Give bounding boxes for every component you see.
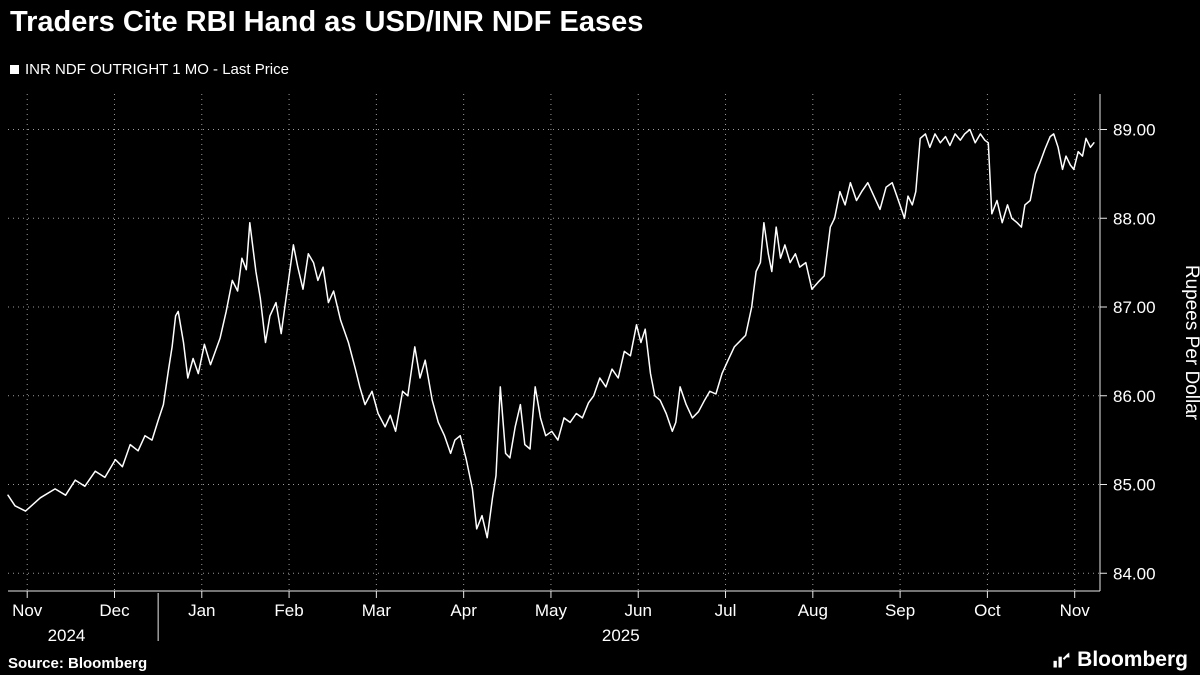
x-tick-label: Nov (12, 601, 43, 620)
legend: INR NDF OUTRIGHT 1 MO - Last Price (10, 61, 289, 78)
y-tick-label: 88.00 (1113, 209, 1156, 228)
bloomberg-wordmark: Bloomberg (1051, 648, 1188, 672)
x-tick-label: Mar (362, 601, 392, 620)
x-tick-label: Dec (99, 601, 130, 620)
x-tick-label: Sep (885, 601, 915, 620)
y-tick-label: 86.00 (1113, 387, 1156, 406)
price-line (7, 128, 1095, 539)
x-tick-label: Oct (974, 601, 1001, 620)
y-axis-title: Rupees Per Dollar (1181, 265, 1200, 421)
year-label: 2024 (48, 626, 86, 645)
year-label: 2025 (602, 626, 640, 645)
y-tick-label: 84.00 (1113, 564, 1156, 583)
x-tick-label: Aug (798, 601, 828, 620)
x-tick-label: Jul (715, 601, 737, 620)
bloomberg-brand-text: Bloomberg (1077, 648, 1188, 671)
legend-label: INR NDF OUTRIGHT 1 MO - Last Price (25, 61, 289, 78)
legend-swatch-icon (10, 65, 19, 74)
x-tick-label: Jun (625, 601, 652, 620)
x-tick-label: Apr (450, 601, 477, 620)
x-tick-label: Jan (188, 601, 215, 620)
y-tick-label: 89.00 (1113, 121, 1156, 140)
x-tick-label: Feb (274, 601, 303, 620)
chart-title: Traders Cite RBI Hand as USD/INR NDF Eas… (10, 6, 644, 38)
price-line-chart: 84.00 85.00 86.00 87.00 88.00 89.00 Nov Dec Jan F… (7, 94, 1200, 645)
y-tick-label: 85.00 (1113, 476, 1156, 495)
source-attribution: Source: Bloomberg (8, 655, 148, 672)
x-tick-label: Nov (1060, 601, 1091, 620)
x-tick-label: May (535, 601, 568, 620)
bloomberg-logo-icon (1053, 652, 1070, 668)
y-tick-label: 87.00 (1113, 298, 1156, 317)
